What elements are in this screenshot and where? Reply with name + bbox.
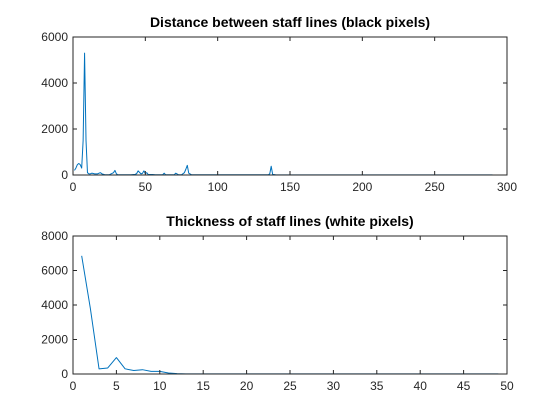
- y-tick-label: 4000: [41, 76, 68, 90]
- x-tick-label: 0: [70, 180, 77, 194]
- x-tick-label: 300: [497, 180, 517, 194]
- x-tick-label: 150: [280, 180, 300, 194]
- y-tick-label: 4000: [41, 298, 68, 312]
- x-tick-label: 200: [352, 180, 372, 194]
- x-tick-label: 25: [283, 379, 297, 393]
- x-tick-label: 20: [240, 379, 254, 393]
- x-tick-label: 100: [208, 180, 228, 194]
- y-tick-label: 6000: [41, 30, 68, 44]
- y-tick-label: 0: [61, 168, 68, 182]
- chart-title: Distance between staff lines (black pixe…: [150, 14, 430, 30]
- chart-thickness-of-staff-lines: Thickness of staff lines (white pixels) 0…: [41, 213, 514, 393]
- x-tick-label: 40: [414, 379, 428, 393]
- chart-title: Thickness of staff lines (white pixels): [166, 213, 413, 229]
- y-tick-label: 0: [61, 367, 68, 381]
- y-tick-label: 6000: [41, 264, 68, 278]
- x-tick-label: 0: [70, 379, 77, 393]
- chart-distance-between-staff-lines: Distance between staff lines (black pixe…: [41, 14, 517, 194]
- x-tick-label: 10: [153, 379, 167, 393]
- x-tick-label: 5: [113, 379, 120, 393]
- x-tick-label: 30: [327, 379, 341, 393]
- x-tick-label: 45: [457, 379, 471, 393]
- x-tick-label: 35: [370, 379, 384, 393]
- y-tick-label: 8000: [41, 229, 68, 243]
- y-tick-label: 2000: [41, 333, 68, 347]
- x-tick-label: 50: [139, 180, 153, 194]
- x-tick-label: 250: [425, 180, 445, 194]
- x-tick-label: 50: [500, 379, 514, 393]
- y-tick-label: 2000: [41, 122, 68, 136]
- x-tick-label: 15: [197, 379, 211, 393]
